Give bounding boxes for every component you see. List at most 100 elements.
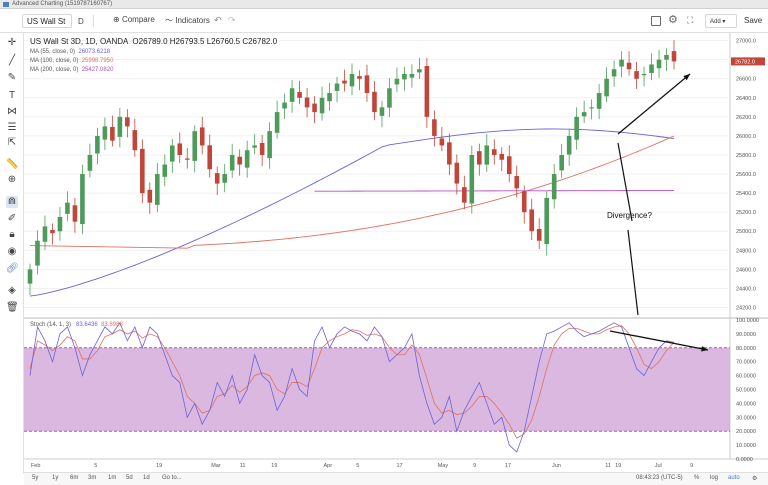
candle-body <box>469 154 475 204</box>
candle-body <box>184 158 190 160</box>
chart-area[interactable]: 27000.026800.026600.026400.026200.026000… <box>24 33 768 474</box>
stoch-d-value: 83.8988 <box>101 322 123 328</box>
symbol-search-field[interactable]: US Wall St <box>22 14 72 28</box>
time-tick-label: 19 <box>615 463 621 469</box>
crosshair-icon[interactable]: ✛ <box>7 37 17 48</box>
stoch-tick-label: 90.0000 <box>736 332 756 338</box>
price-tick-label: 24200.0 <box>736 305 756 311</box>
candle-body <box>319 97 325 114</box>
time-tick-label: Feb <box>31 463 40 469</box>
range-5y[interactable]: 5y <box>32 475 39 481</box>
time-tick-label: 9 <box>690 463 693 469</box>
candle-body <box>42 226 48 242</box>
candle-body <box>477 151 482 165</box>
candle-body <box>529 209 535 232</box>
range-1y[interactable]: 1y <box>52 475 59 481</box>
trash-icon[interactable]: 🗑︎ <box>6 302 19 313</box>
indicators-button[interactable]: 〜 Indicators <box>165 15 210 26</box>
link-icon[interactable]: 🔗︎ <box>6 263 19 274</box>
price-divergence-arrow-head <box>683 74 690 81</box>
annotation-pointer-up <box>617 142 633 222</box>
candle-body <box>244 150 250 168</box>
fullscreen-icon[interactable]: ⛶ <box>687 15 694 25</box>
percent-toggle[interactable]: % <box>694 475 700 481</box>
layout-select[interactable]: Add ▾ <box>705 14 737 28</box>
gear-icon[interactable]: ⚙ <box>668 14 678 26</box>
ma55-label: MA (55, close, 0) <box>30 49 76 55</box>
legend-main: US Wall St 3D, 1D, OANDA O26789.0 H26793… <box>30 36 360 48</box>
divergence-annotation: Divergence? <box>607 211 652 220</box>
stoch-band <box>24 347 730 432</box>
eye-icon[interactable]: ◉ <box>7 246 17 257</box>
range-5d[interactable]: 5d <box>126 475 133 481</box>
drawing-tools-sidebar: ✛ ╱ ✎ T ⋈ ☰ ⇱ 📏 ⊕ ⋒ ✐ 🔒︎ ◉ 🔗︎ ◈ 🗑︎ <box>0 33 24 474</box>
candle-body <box>417 69 422 73</box>
trendline-icon[interactable]: ╱ <box>8 55 16 66</box>
candle-body <box>626 62 632 70</box>
magnet-icon[interactable]: ⋒ <box>6 196 18 208</box>
goto-button[interactable]: Go to... <box>162 475 182 481</box>
lock-icon[interactable]: 🔒︎ <box>9 229 15 240</box>
price-tick-label: 25800.0 <box>736 153 756 159</box>
candle-body <box>649 64 654 73</box>
settings-gear-icon[interactable]: ⚙ <box>752 476 758 482</box>
redo-icon[interactable]: ↷ <box>228 15 236 25</box>
range-1d[interactable]: 1d <box>143 475 150 481</box>
candle-body <box>402 73 407 80</box>
resolution-button[interactable]: D <box>78 17 84 26</box>
app-icon <box>3 2 9 7</box>
candle-body <box>372 91 377 113</box>
legend-ma55: MA (55, close, 0) 26073.6218 <box>30 48 360 57</box>
stoch-legend: Stoch (14, 1, 3) 83.6436 83.8988 <box>30 322 123 328</box>
layers-icon[interactable]: ◈ <box>8 285 16 296</box>
stoch-tick-label: 10.0000 <box>736 443 756 449</box>
range-1m[interactable]: 1m <box>108 475 117 481</box>
candle-body <box>521 191 527 213</box>
compare-button[interactable]: ⊕ Compare <box>113 15 155 24</box>
candle-body <box>574 116 579 140</box>
candle-body <box>169 145 175 162</box>
auto-toggle[interactable]: auto <box>728 475 740 481</box>
range-3m[interactable]: 3m <box>88 475 97 481</box>
zoom-icon[interactable]: ⊕ <box>7 174 17 185</box>
fib-icon[interactable]: ☰ <box>7 122 17 133</box>
candle-body <box>267 131 272 159</box>
undo-icon[interactable]: ↶ <box>214 15 222 25</box>
candle-body <box>664 54 669 60</box>
ruler-icon[interactable]: 📏 <box>6 159 19 170</box>
brush-icon[interactable]: ✎ <box>7 72 17 83</box>
text-icon[interactable]: T <box>8 90 16 101</box>
candle-body <box>462 187 467 203</box>
candle-body <box>551 174 557 200</box>
stoch-tick-label: 100.0000 <box>736 318 759 324</box>
price-chart-svg[interactable]: 27000.026800.026600.026400.026200.026000… <box>24 33 768 472</box>
indicators-label: Indicators <box>175 16 210 25</box>
snapshot-icon[interactable] <box>651 16 661 26</box>
candle-body <box>27 269 33 284</box>
toolbar-divider <box>93 15 94 27</box>
save-button[interactable]: Save <box>744 16 763 25</box>
time-tick-label: 17 <box>505 463 511 469</box>
window-titlebar: Advanced Charting (1519787160767) <box>0 0 768 9</box>
range-6m[interactable]: 6m <box>70 475 79 481</box>
candle-body <box>671 51 677 62</box>
stay-drawing-icon[interactable]: ✐ <box>7 213 17 224</box>
forecast-icon[interactable]: ⇱ <box>7 137 17 148</box>
clock-readout: 08:43:23 (UTC-5) <box>636 475 683 481</box>
log-toggle[interactable]: log <box>710 475 719 481</box>
candle-body <box>147 189 153 203</box>
stoch-label: Stoch (14, 1, 3) <box>30 322 72 328</box>
candle-body <box>289 88 295 102</box>
price-tick-label: 26200.0 <box>736 115 756 121</box>
price-tick-label: 27000.0 <box>736 39 756 45</box>
price-tick-label: 24800.0 <box>736 248 756 254</box>
stoch-tick-label: 80.0000 <box>736 346 756 352</box>
ma100-label: MA (100, close, 0) <box>30 58 79 64</box>
time-tick-label: 11 <box>605 463 611 469</box>
time-tick-label: 9 <box>473 463 476 469</box>
pattern-icon[interactable]: ⋈ <box>7 106 17 117</box>
candle-body <box>581 112 587 117</box>
candle-body <box>214 173 220 184</box>
price-tick-label: 26400.0 <box>736 96 756 102</box>
